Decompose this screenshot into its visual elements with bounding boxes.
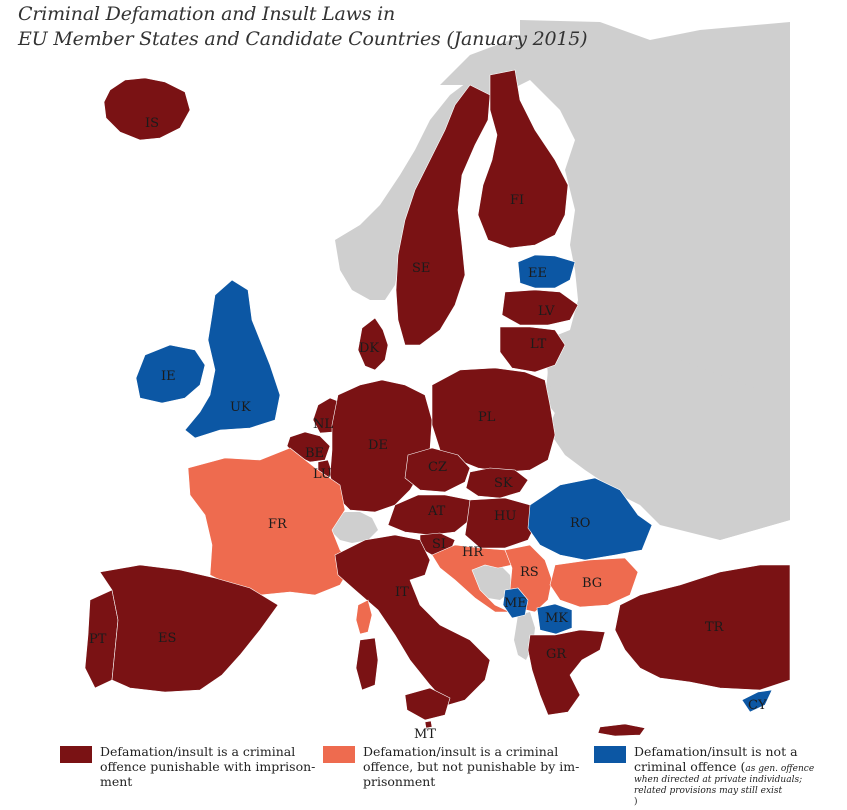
country-gr [527,629,606,716]
country-sk [465,467,529,499]
legend-text-imprisonment: Defamation/insult is a criminal offence … [100,744,315,789]
country-hr [431,544,513,613]
legend-not-criminal-notes: when directed at private individuals; re… [634,775,814,808]
country-ee [517,254,576,289]
country-labels: IS SE FI EE LV LT DK IE UK NL BE LU DE P… [89,116,767,742]
label-uk: UK [230,400,251,415]
legend-no-imprisonment-line-1: Defamation/insult is a criminal [363,744,559,759]
legend-swatch-imprisonment [60,746,92,763]
country-it-sardinia [355,637,379,691]
country-es [99,564,279,693]
map-title: Criminal Defamation and Insult Laws in E… [18,2,588,52]
country-it-sicily [404,687,451,721]
country-ie [135,344,206,404]
countries [84,69,791,737]
country-it [334,534,491,706]
label-fi: FI [510,193,524,208]
country-fi [477,69,569,249]
label-be: BE [305,446,324,461]
label-hr: HR [462,545,484,560]
label-bg: BG [582,576,602,591]
legend-not-criminal-line-1: Defamation/insult is not a [634,744,798,759]
legend-item-imprisonment: Defamation/insult is a criminal offence … [60,744,315,789]
label-lu: LU [313,467,332,482]
legend-text-not-criminal: Defamation/insult is not a criminal offe… [634,744,814,808]
map-title-line-2: EU Member States and Candidate Countries… [18,28,588,50]
legend-text-no-imprisonment: Defamation/insult is a criminal offence,… [363,744,579,789]
label-hu: HU [494,509,516,524]
country-at [387,494,471,536]
label-cy: CY [748,698,767,713]
label-dk: DK [359,341,379,356]
label-es: ES [158,631,176,646]
label-at: AT [427,504,446,519]
country-bg [549,557,639,608]
label-nl: NL [313,417,333,432]
label-me: ME [504,596,527,611]
label-lv: LV [538,304,555,319]
country-lt [499,326,566,373]
label-se: SE [412,261,430,276]
label-ro: RO [570,516,590,531]
legend-not-criminal-note-1: as gen. offence [745,764,815,774]
label-ee: EE [528,266,547,281]
country-tr [614,564,791,691]
bosnia-land [470,560,512,600]
legend-not-criminal-line-2: criminal offence (as gen. offence [634,759,814,775]
country-dk [357,317,389,371]
label-gr: GR [546,647,567,662]
label-cz: CZ [428,460,447,475]
legend-imprisonment-line-1: Defamation/insult is a criminal [100,744,296,759]
country-is [103,77,191,141]
norway-land [335,60,540,300]
country-fr-corsica [355,599,373,635]
label-pt: PT [89,632,107,647]
switzerland-land [332,512,378,543]
legend-swatch-no-imprisonment [323,746,355,763]
label-ie: IE [161,369,176,384]
label-pl: PL [478,410,496,425]
country-mt [424,720,433,729]
label-rs: RS [520,565,539,580]
norway-upper-land [440,38,620,85]
country-uk [184,279,281,439]
label-it: IT [395,585,409,600]
legend-not-criminal-note-2: when directed at private individuals; [634,775,803,785]
label-lt: LT [530,337,547,352]
label-is: IS [145,116,159,131]
country-gr-crete [597,723,646,737]
label-sk: SK [494,476,513,491]
country-se [395,84,491,346]
label-mt: MT [414,727,436,742]
map-legend: Defamation/insult is a criminal offence … [0,744,847,810]
country-me [502,587,529,619]
legend-item-not-criminal: Defamation/insult is not a criminal offe… [594,744,814,808]
legend-imprisonment-line-3: ment [100,774,133,789]
legend-not-criminal-line-2-text: criminal offence ( [634,759,746,774]
legend-swatch-not-criminal [594,746,626,763]
label-de: DE [368,438,388,453]
legend-not-criminal-close: ) [634,797,638,807]
label-mk: MK [545,611,568,626]
legend-imprisonment-line-2: offence punishable with imprison- [100,759,316,774]
legend-not-criminal-note-3: related provisions may still exist [634,786,783,796]
country-lv [501,289,579,326]
country-ro [527,477,653,561]
belarus-ukraine-land [545,340,790,540]
country-hu [464,497,539,549]
label-si: SI [432,537,446,552]
legend-no-imprisonment-line-3: prisonment [363,774,436,789]
country-cz [404,447,471,493]
legend-item-no-imprisonment: Defamation/insult is a criminal offence,… [323,744,579,789]
label-fr: FR [268,517,288,532]
legend-no-imprisonment-line-2: offence, but not punishable by im- [363,759,580,774]
map-title-line-1: Criminal Defamation and Insult Laws in [18,3,396,25]
label-tr: TR [705,620,725,635]
country-cy [741,689,773,713]
country-mk [536,603,573,635]
